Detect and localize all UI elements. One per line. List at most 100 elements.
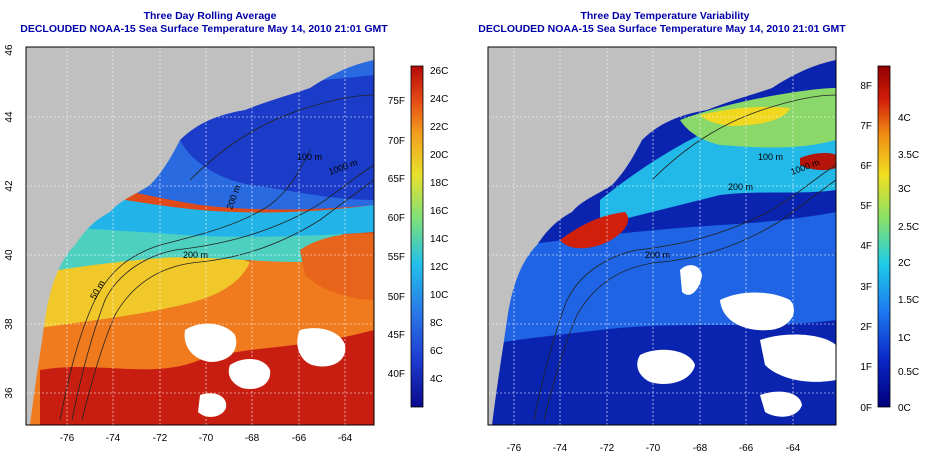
right-cloud-1 [720, 292, 794, 331]
left-yellow-band [26, 250, 250, 330]
left-lat-tick-3: 42 [4, 180, 15, 192]
right-lon-tick-4: -68 [693, 443, 708, 454]
left-cyan-band [26, 180, 374, 237]
left-slope-water [26, 215, 343, 275]
left-cb-f-1: 70F [388, 136, 405, 147]
left-lon-tick-4: -68 [245, 433, 260, 444]
right-lon-tick-3: -70 [646, 443, 661, 454]
left-cb-c-6: 14C [430, 234, 448, 245]
left-cb-c-7: 12C [430, 262, 448, 273]
left-lat-tick-0: 36 [4, 387, 15, 399]
right-title-line2: DECLOUDED NOAA-15 Sea Surface Temperatur… [478, 23, 846, 35]
left-lon-tick-5: -66 [292, 433, 307, 444]
left-warm-eddy [300, 233, 374, 300]
right-cb-c-7: 0.5C [898, 367, 919, 378]
left-cloud-1 [184, 323, 237, 362]
right-map [488, 47, 836, 425]
left-lon-tick-0: -76 [60, 433, 75, 444]
left-cb-c-2: 22C [430, 122, 448, 133]
right-cb-f-2: 6F [860, 161, 872, 172]
left-cb-c-10: 6C [430, 346, 443, 357]
right-cb-c-8: 0C [898, 403, 911, 414]
left-cb-f-5: 50F [388, 292, 405, 303]
left-lat-tick-4: 44 [4, 111, 15, 123]
right-cb-f-6: 2F [860, 322, 872, 333]
right-map-frame [487, 46, 837, 426]
left-cloud-3 [297, 328, 346, 367]
left-contour-label-4: 100 m [297, 152, 322, 162]
right-cb-f-4: 4F [860, 241, 872, 252]
left-cloud-4 [198, 393, 227, 417]
right-cb-f-5: 3F [860, 282, 872, 293]
right-lon-tick-1: -74 [553, 443, 568, 454]
left-title-line1: Three Day Rolling Average [143, 10, 277, 22]
right-land [488, 47, 836, 425]
right-cb-c-5: 1.5C [898, 295, 919, 306]
left-land [26, 47, 374, 425]
left-cb-c-9: 8C [430, 318, 443, 329]
left-cb-c-1: 24C [430, 94, 448, 105]
left-cb-c-3: 20C [430, 150, 448, 161]
left-cb-c-0: 26C [430, 66, 448, 77]
left-cloud-2 [228, 358, 271, 390]
right-contour-100m [651, 94, 836, 181]
left-contour-50m [59, 149, 311, 421]
left-cb-f-6: 45F [388, 330, 405, 341]
left-map-frame [25, 46, 375, 426]
right-red-edge [800, 153, 836, 171]
left-lat-tick-2: 40 [4, 249, 15, 261]
left-lon-axis: -76 -74 -72 -70 -68 -66 -64 [60, 433, 353, 444]
right-lon-tick-6: -64 [786, 443, 801, 454]
right-cb-c-2: 3C [898, 184, 911, 195]
left-title-line2: DECLOUDED NOAA-15 Sea Surface Temperatur… [20, 23, 388, 35]
right-cb-c-0: 4C [898, 113, 911, 124]
left-cb-c-8: 10C [430, 290, 448, 301]
right-contour-label-1: 200 m [728, 182, 753, 192]
left-cb-f-0: 75F [388, 96, 405, 107]
left-contour-1000m [81, 179, 374, 421]
left-contour-100m [189, 94, 374, 181]
left-lon-tick-2: -72 [153, 433, 168, 444]
right-cb-f-7: 1F [860, 362, 872, 373]
right-cb-c-1: 3.5C [898, 150, 919, 161]
left-cb-c-4: 18C [430, 178, 448, 189]
left-warm-core [40, 330, 374, 425]
left-lon-tick-3: -70 [199, 433, 214, 444]
left-contour-200m [71, 164, 374, 421]
right-cb-f-8: 0F [860, 403, 872, 414]
right-lon-tick-5: -66 [739, 443, 754, 454]
right-cb-c-4: 2C [898, 258, 911, 269]
right-cb-f-3: 5F [860, 201, 872, 212]
left-lon-tick-1: -74 [106, 433, 121, 444]
right-cb-c-6: 1C [898, 333, 911, 344]
right-contour-200m [533, 164, 836, 421]
right-colorbar-f-labels: 8F 7F 6F 5F 4F 3F 2F 1F 0F [860, 81, 872, 414]
left-colorbar-c-labels: 26C 24C 22C 20C 18C 16C 14C 12C 10C 8C 6… [430, 66, 448, 385]
right-cb-c-3: 2.5C [898, 222, 919, 233]
right-cloud-4 [680, 265, 702, 295]
right-lon-tick-2: -72 [600, 443, 615, 454]
right-cb-f-0: 8F [860, 81, 872, 92]
left-cb-f-4: 55F [388, 252, 405, 263]
right-cloud-2 [760, 334, 836, 382]
right-title-line1: Three Day Temperature Variability [580, 10, 750, 22]
right-cloud-3 [637, 349, 695, 385]
left-lat-tick-1: 38 [4, 318, 15, 330]
right-contour-label-0: 200 m [645, 250, 670, 260]
right-gridlines [488, 47, 836, 425]
left-colorbar-f-labels: 75F 70F 65F 60F 55F 50F 45F 40F [388, 96, 405, 380]
right-colorbar-c-labels: 4C 3.5C 3C 2.5C 2C 1.5C 1C 0.5C 0C [898, 113, 919, 414]
right-lon-axis: -76 -74 -72 -70 -68 -66 -64 [507, 443, 801, 454]
right-red-shelf [560, 212, 629, 249]
right-cloud-5 [760, 391, 802, 417]
right-lon-tick-0: -76 [507, 443, 522, 454]
left-lat-tick-5: 46 [4, 44, 15, 56]
left-cb-c-5: 16C [430, 206, 448, 217]
left-lon-tick-6: -64 [338, 433, 353, 444]
right-contour-label-3: 100 m [758, 152, 783, 162]
left-map [26, 47, 374, 425]
right-contour-1000m [543, 179, 836, 421]
left-cb-c-11: 4C [430, 374, 443, 385]
left-colorbar [410, 65, 424, 408]
